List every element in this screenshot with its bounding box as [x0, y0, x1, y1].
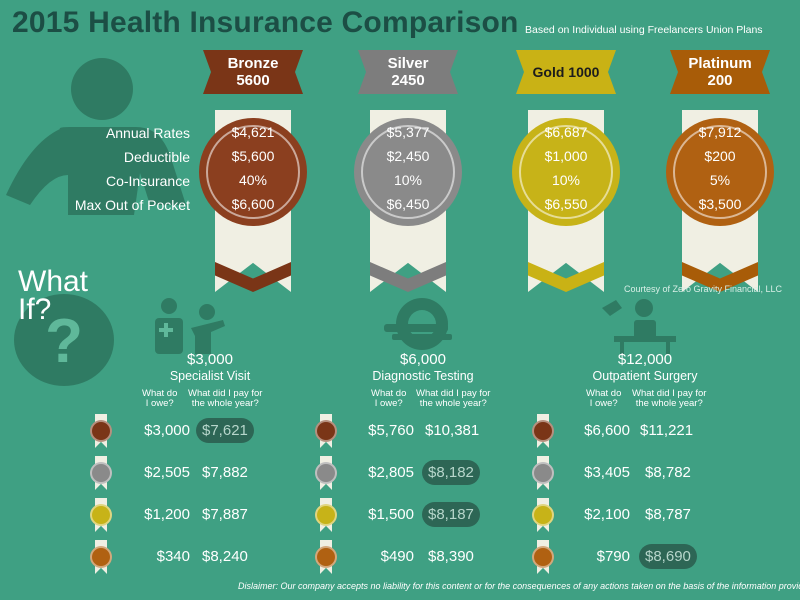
- bronze-plan-name: Bronze: [227, 55, 279, 72]
- disclaimer-text: Dislaimer: Our company accepts no liabil…: [238, 581, 800, 591]
- scenario-3-platinum-total: $8,690: [639, 544, 709, 569]
- row-label-max-out-of-pocket: Max Out of Pocket: [74, 197, 190, 213]
- platinum-plan-name: Platinum: [688, 55, 752, 72]
- what-if-heading: What If?: [18, 265, 89, 326]
- scenario-1-name: Specialist Visit: [169, 369, 251, 383]
- scenario-2-amount: $6,000: [400, 351, 446, 368]
- silver-mini-medal-icon: [530, 456, 556, 490]
- mri-scanner-icon: [384, 298, 452, 350]
- scenario-3-bronze-total: $11,221: [640, 422, 694, 439]
- platinum-co-insurance: 5%: [709, 172, 731, 188]
- silver-plan-name: Silver: [387, 55, 429, 72]
- what-if-line2: If?: [18, 293, 52, 326]
- bronze-mini-medal-icon: [88, 414, 114, 448]
- gold-plan-label: Gold 1000: [532, 63, 600, 80]
- silver-plan-code: 2450: [391, 72, 425, 89]
- platinum-plan-code: 200: [707, 72, 733, 89]
- scenario-3-silver-owe: $3,405: [584, 464, 630, 481]
- gold-max-out-of-pocket: $6,550: [544, 196, 588, 212]
- scenario-1-gold-owe: $1,200: [144, 506, 190, 523]
- scenario-1-bronze-total: $7,621: [196, 418, 266, 443]
- silver-co-insurance: 10%: [393, 172, 423, 188]
- question-mark-icon: ?: [14, 294, 114, 386]
- gold-mini-medal-icon: [530, 498, 556, 532]
- scenario-3-owe-header: What do I owe?: [586, 388, 622, 409]
- bronze-deductible: $5,600: [231, 148, 275, 164]
- bronze-mini-medal-icon: [530, 414, 556, 448]
- person-silhouette-icon: [6, 58, 186, 215]
- row-label-co-insurance: Co-Insurance: [105, 173, 190, 189]
- scenario-3-amount: $12,000: [617, 351, 673, 368]
- scenario-3-bronze-owe: $6,600: [584, 422, 630, 439]
- scenario-2-platinum-owe: $490: [380, 548, 414, 565]
- platinum-mini-medal-icon: [88, 540, 114, 574]
- scenario-2-bronze-total: $10,381: [425, 422, 480, 439]
- platinum-banner: Platinum 200: [670, 50, 770, 94]
- scenario-2-silver-total: $8,182: [422, 460, 492, 485]
- scenario-1-silver-total: $7,882: [202, 464, 248, 481]
- silver-annual-rate: $5,377: [386, 124, 430, 140]
- scenario-3-gold-owe: $2,100: [584, 506, 630, 523]
- platinum-deductible: $200: [704, 148, 736, 164]
- scenario-2-name: Diagnostic Testing: [372, 369, 474, 383]
- scenario-3-gold-total: $8,787: [645, 506, 691, 523]
- courtesy-credit: Courtesy of Zero Gravity Financial, LLC: [624, 284, 783, 294]
- platinum-mini-medal-icon: [313, 540, 339, 574]
- page-subtitle: Based on Individual using Freelancers Un…: [525, 24, 763, 36]
- surgeon-icon: [602, 299, 676, 354]
- what-if-line1: What: [18, 265, 89, 298]
- silver-medal: $5,377 $2,450 10% $6,450: [354, 118, 462, 226]
- bronze-medal: $4,621 $5,600 40% $6,600: [199, 118, 307, 226]
- scenario-1-gold-total: $7,887: [202, 506, 248, 523]
- scenario-1-platinum-owe: $340: [156, 548, 190, 565]
- gold-deductible: $1,000: [544, 148, 588, 164]
- silver-mini-medal-icon: [88, 456, 114, 490]
- gold-co-insurance: 10%: [551, 172, 581, 188]
- silver-deductible: $2,450: [386, 148, 430, 164]
- scenario-3-silver-total: $8,782: [645, 464, 691, 481]
- bronze-max-out-of-pocket: $6,600: [231, 196, 275, 212]
- row-label-deductible: Deductible: [123, 149, 190, 165]
- silver-max-out-of-pocket: $6,450: [386, 196, 430, 212]
- scenario-1-silver-owe: $2,505: [144, 464, 190, 481]
- scenario-3-total-header: What did I pay for the whole year?: [632, 388, 707, 409]
- scenario-1-amount: $3,000: [187, 351, 233, 368]
- bronze-plan-code: 5600: [236, 72, 270, 89]
- silver-mini-medal-icon: [313, 456, 339, 490]
- gold-banner: Gold 1000: [516, 50, 616, 94]
- scenario-2-bronze-owe: $5,760: [368, 422, 414, 439]
- silver-banner: Silver 2450: [358, 50, 458, 94]
- scenario-2-gold-owe: $1,500: [368, 506, 414, 523]
- scenario-3-name: Outpatient Surgery: [592, 369, 698, 383]
- bronze-annual-rate: $4,621: [231, 124, 275, 140]
- platinum-medal: $7,912 $200 5% $3,500: [666, 118, 774, 226]
- scenario-2-total-header: What did I pay for the whole year?: [416, 388, 491, 409]
- scenario-1-total-header: What did I pay for the whole year?: [188, 388, 263, 409]
- bronze-mini-medal-icon: [313, 414, 339, 448]
- scenario-2-gold-total: $8,187: [422, 502, 492, 527]
- bronze-banner: Bronze 5600: [203, 50, 303, 94]
- doctor-patient-icon: [155, 298, 225, 354]
- platinum-annual-rate: $7,912: [698, 124, 742, 140]
- platinum-mini-medal-icon: [530, 540, 556, 574]
- gold-annual-rate: $6,687: [544, 124, 588, 140]
- scenario-1-bronze-owe: $3,000: [144, 422, 190, 439]
- scenario-1-platinum-total: $8,240: [202, 548, 248, 565]
- scenario-2-owe-header: What do I owe?: [371, 388, 407, 409]
- platinum-max-out-of-pocket: $3,500: [698, 196, 742, 212]
- gold-mini-medal-icon: [88, 498, 114, 532]
- gold-mini-medal-icon: [313, 498, 339, 532]
- page-title: 2015 Health Insurance Comparison: [12, 6, 519, 39]
- row-label-annual-rates: Annual Rates: [105, 125, 190, 141]
- scenario-2-silver-owe: $2,805: [368, 464, 414, 481]
- scenario-2-platinum-total: $8,390: [428, 548, 474, 565]
- bronze-co-insurance: 40%: [238, 172, 268, 188]
- scenario-1-owe-header: What do I owe?: [142, 388, 178, 409]
- scenario-3-platinum-owe: $790: [596, 548, 630, 565]
- gold-medal: $6,687 $1,000 10% $6,550: [512, 118, 620, 226]
- svg-text:?: ?: [45, 307, 83, 376]
